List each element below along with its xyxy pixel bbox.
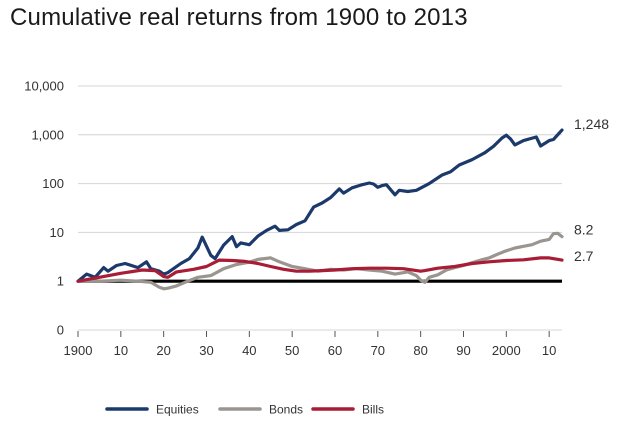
legend-label-bonds: Bonds (269, 403, 303, 417)
y-tick-label-1: 1,000 (31, 127, 64, 142)
x-tick-label-3: 30 (199, 343, 213, 358)
end-label-bonds: 8.2 (574, 222, 594, 238)
x-axis-ticks: 1900 10 20 30 40 50 60 70 80 90 2000 10 (64, 331, 556, 358)
x-tick-label-0: 1900 (64, 343, 93, 358)
end-labels: 1,248 8.2 2.7 (574, 116, 609, 264)
x-tick-label-8: 80 (413, 343, 427, 358)
legend-label-equities: Equities (156, 403, 199, 417)
series-lines (76, 128, 564, 291)
series-line-bills (76, 256, 564, 283)
x-tick-label-10: 2000 (492, 343, 521, 358)
y-tick-label-2: 100 (42, 176, 64, 191)
x-tick-label-4: 40 (242, 343, 256, 358)
end-label-equities: 1,248 (574, 116, 609, 132)
x-tick-label-6: 60 (328, 343, 342, 358)
series-line-equities (76, 128, 564, 283)
legend: Equities Bonds Bills (105, 403, 384, 417)
gridlines (78, 85, 562, 331)
y-tick-label-5: 0 (57, 323, 64, 338)
legend-label-bills: Bills (362, 403, 384, 417)
end-label-bills: 2.7 (574, 248, 594, 264)
y-tick-label-3: 10 (50, 225, 64, 240)
chart-title: Cumulative real returns from 1900 to 201… (10, 4, 468, 31)
y-tick-label-4: 1 (57, 274, 64, 289)
x-tick-label-11: 10 (542, 343, 556, 358)
x-tick-label-1: 10 (114, 343, 128, 358)
x-tick-label-7: 70 (371, 343, 385, 358)
y-tick-label-0: 10,000 (24, 79, 64, 94)
x-tick-label-9: 90 (456, 343, 470, 358)
x-tick-label-2: 20 (156, 343, 170, 358)
x-tick-label-5: 50 (285, 343, 299, 358)
